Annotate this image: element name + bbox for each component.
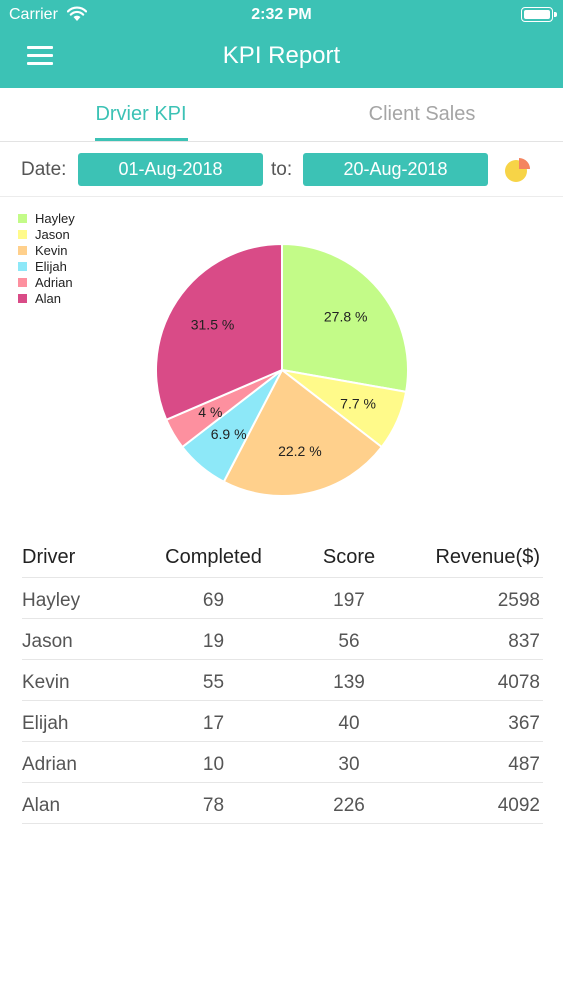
cell-driver: Elijah (22, 713, 69, 734)
column-header-revenue: Revenue($) (435, 546, 540, 568)
cell-score: 30 (338, 754, 360, 775)
page-title: KPI Report (222, 42, 341, 69)
cell-revenue: 2598 (497, 590, 540, 611)
cell-completed: 17 (202, 713, 225, 734)
to-label: to: (271, 159, 293, 180)
table-row[interactable]: Hayley 69 197 2598 (22, 578, 543, 619)
cell-driver: Jason (22, 631, 73, 652)
pie-chart-icon[interactable] (502, 156, 534, 184)
legend-label: Alan (35, 291, 62, 306)
pie-slice-label: 7.7 % (340, 396, 376, 412)
table-row[interactable]: Jason 19 56 837 (22, 619, 543, 660)
end-date-button[interactable]: 20-Aug-2018 (303, 153, 488, 186)
legend-swatch (18, 278, 27, 287)
cell-score: 40 (338, 713, 360, 734)
wifi-icon (67, 6, 87, 21)
table-row[interactable]: Alan 78 226 4092 (22, 783, 543, 824)
cell-completed: 78 (202, 795, 225, 816)
table-header-row: Driver Completed Score Revenue($) (22, 536, 543, 578)
tab-bar: Drvier KPI Client Sales (0, 88, 563, 142)
legend-swatch (18, 262, 27, 271)
pie-slice-label: 31.5 % (191, 316, 235, 332)
active-tab-indicator (95, 138, 188, 141)
legend-label: Hayley (35, 211, 75, 226)
cell-driver: Alan (22, 795, 61, 816)
table-row[interactable]: Elijah 17 40 367 (22, 701, 543, 742)
pie-slice-hayley[interactable] (281, 242, 409, 393)
cell-driver: Adrian (22, 754, 77, 775)
hamburger-menu-icon[interactable] (27, 46, 53, 66)
carrier-label: Carrier (9, 6, 58, 23)
legend-label: Adrian (35, 275, 73, 290)
status-time: 2:32 PM (251, 6, 312, 23)
pie-chart: 27.8 % 7.7 % 22.2 % 6.9 % 4 % 31.5 % (155, 242, 409, 497)
cell-revenue: 4092 (497, 795, 540, 816)
legend-swatch (18, 294, 27, 303)
app-header: Carrier 2:32 PM KPI Report (0, 0, 563, 88)
cell-score: 197 (333, 590, 365, 611)
legend-swatch (18, 214, 27, 223)
cell-completed: 55 (202, 672, 225, 693)
pie-slice-alan[interactable] (155, 242, 283, 422)
cell-revenue: 837 (508, 631, 540, 652)
cell-score: 139 (333, 672, 365, 693)
table-row[interactable]: Kevin 55 139 4078 (22, 660, 543, 701)
cell-score: 56 (338, 631, 360, 652)
pie-slice-label: 27.8 % (324, 309, 368, 325)
pie-slice-label: 22.2 % (278, 443, 322, 459)
cell-revenue: 367 (508, 713, 540, 734)
pie-slice-kevin[interactable] (222, 368, 384, 497)
cell-completed: 69 (202, 590, 225, 611)
cell-completed: 10 (202, 754, 225, 775)
cell-completed: 19 (202, 631, 225, 652)
legend-swatch (18, 230, 27, 239)
column-header-driver: Driver (22, 546, 76, 568)
pie-slice-label: 4 % (198, 404, 222, 420)
column-header-completed: Completed (165, 546, 262, 568)
legend-label: Elijah (35, 259, 67, 274)
tab-client-sales[interactable]: Client Sales (368, 103, 476, 125)
cell-revenue: 487 (508, 754, 540, 775)
table-row[interactable]: Adrian 10 30 487 (22, 742, 543, 783)
date-filter-bar: Date: 01-Aug-2018 to: 20-Aug-2018 (0, 142, 563, 197)
kpi-table: Driver Completed Score Revenue($) Hayley… (22, 536, 543, 824)
pie-slice-label: 6.9 % (211, 426, 247, 442)
legend-swatch (18, 246, 27, 255)
battery-icon (521, 7, 557, 22)
date-label: Date: (21, 159, 67, 180)
start-date-button[interactable]: 01-Aug-2018 (78, 153, 263, 186)
cell-score: 226 (333, 795, 365, 816)
tab-driver-kpi[interactable]: Drvier KPI (95, 103, 187, 125)
cell-revenue: 4078 (497, 672, 540, 693)
cell-driver: Hayley (22, 590, 81, 611)
column-header-score: Score (322, 546, 376, 568)
legend-label: Kevin (35, 243, 68, 258)
cell-driver: Kevin (22, 672, 70, 693)
legend-label: Jason (35, 227, 70, 242)
status-bar: Carrier 2:32 PM (0, 0, 563, 30)
